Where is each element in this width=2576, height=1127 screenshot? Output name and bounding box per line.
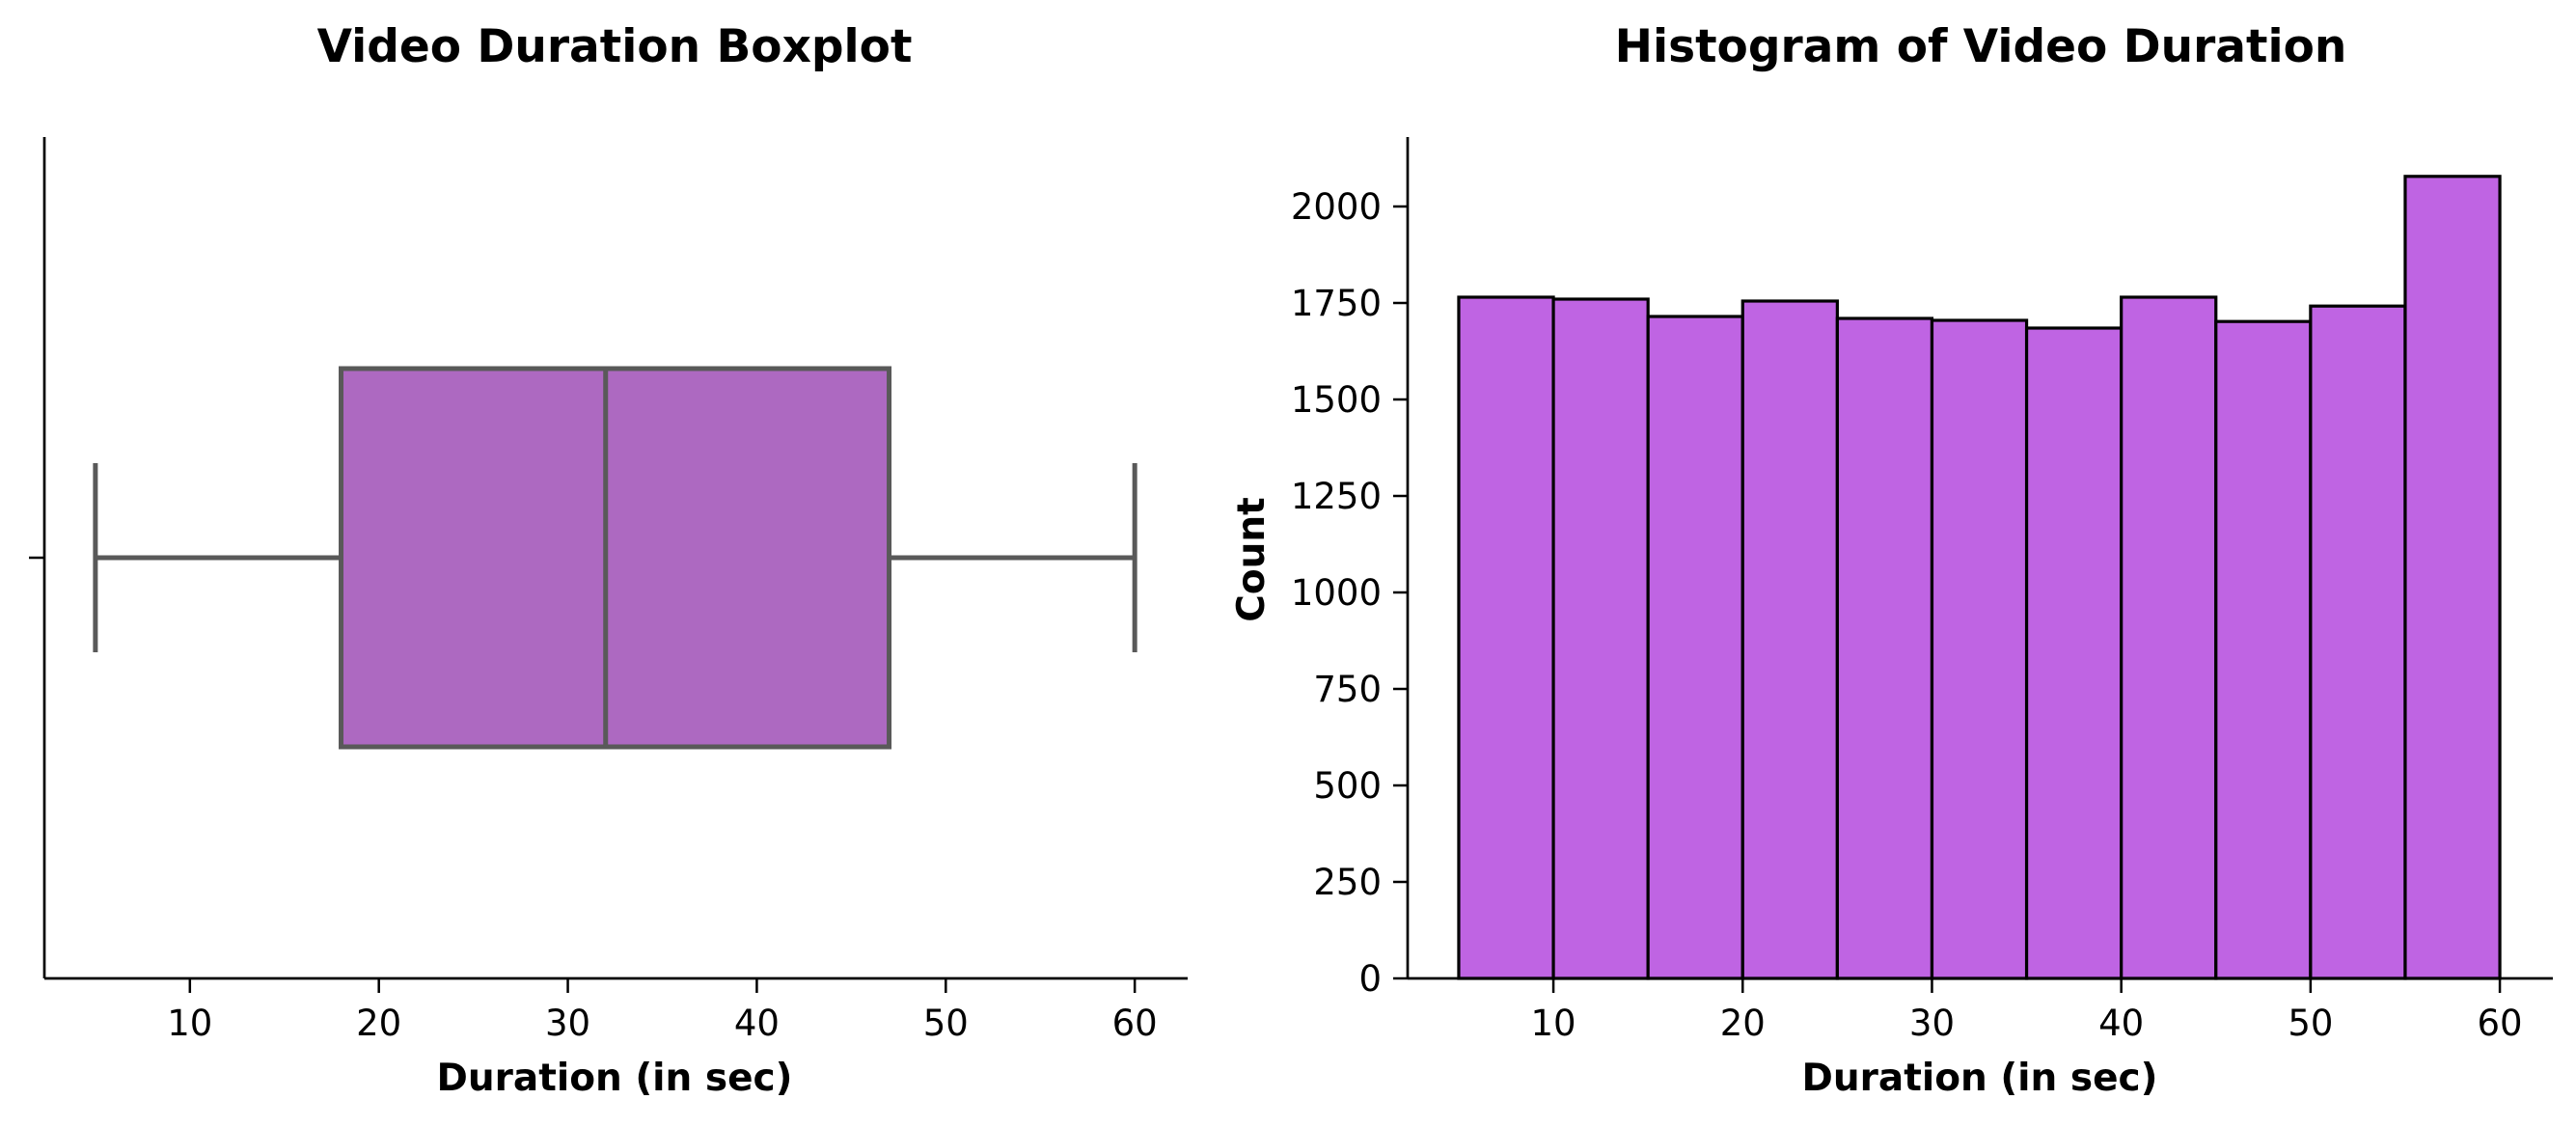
histogram-bar	[1457, 295, 1555, 980]
histogram-y-tick-label: 500	[1313, 765, 1382, 807]
histogram-bar	[1551, 297, 1650, 980]
boxplot-x-tick-label: 30	[545, 1003, 590, 1044]
histogram-y-tick-label: 250	[1313, 862, 1382, 903]
histogram-bar	[2024, 326, 2124, 980]
histogram-bar	[1930, 318, 2029, 980]
boxplot-title: Video Duration Boxplot	[317, 20, 913, 73]
histogram-panel: Histogram of Video Duration 10 20 30 40 50 60…	[1230, 20, 2553, 1100]
histogram-y-ticks: 0 250 500 750 1000 1250 1500 1750 2000	[1291, 186, 1408, 1000]
boxplot-x-axis-label: Duration (in sec)	[437, 1057, 793, 1100]
histogram-bar	[1740, 299, 1839, 980]
histogram-bar	[2309, 304, 2407, 980]
histogram-x-ticks: 10 20 30 40 50 60	[1531, 978, 2523, 1044]
histogram-x-tick-label: 10	[1531, 1003, 1576, 1044]
histogram-y-tick-label: 1250	[1291, 476, 1382, 517]
histogram-y-tick-label: 750	[1313, 669, 1382, 710]
histogram-y-tick-label: 0	[1358, 958, 1382, 1000]
histogram-bar	[1646, 315, 1744, 980]
interquartile-box	[339, 366, 892, 750]
boxplot-x-tick-label: 20	[356, 1003, 401, 1044]
histogram-x-tick-label: 50	[2288, 1003, 2333, 1044]
boxplot-x-tick-label: 40	[734, 1003, 780, 1044]
histogram-bars	[1457, 175, 2502, 980]
histogram-x-tick-label: 60	[2478, 1003, 2523, 1044]
histogram-y-tick-label: 1000	[1291, 572, 1382, 614]
histogram-y-tick-label: 1750	[1291, 283, 1382, 324]
histogram-bar	[2403, 175, 2502, 980]
histogram-bar	[2214, 319, 2313, 980]
boxplot-panel: Video Duration Boxplot 10 20 30 40 50 60 Dura…	[29, 20, 1188, 1100]
histogram-x-tick-label: 40	[2098, 1003, 2144, 1044]
histogram-x-axis-label: Duration (in sec)	[1802, 1057, 2158, 1100]
histogram-x-tick-label: 20	[1720, 1003, 1766, 1044]
boxplot-marks	[93, 366, 1137, 750]
histogram-title: Histogram of Video Duration	[1615, 20, 2347, 73]
histogram-x-tick-label: 30	[1909, 1003, 1955, 1044]
boxplot-x-tick-label: 10	[167, 1003, 212, 1044]
boxplot-x-tick-label: 50	[923, 1003, 969, 1044]
boxplot-x-ticks: 10 20 30 40 50 60	[167, 978, 1158, 1044]
histogram-y-tick-label: 1500	[1291, 379, 1382, 421]
histogram-bar	[1835, 316, 1934, 980]
histogram-bar	[2120, 295, 2218, 980]
boxplot-x-tick-label: 60	[1112, 1003, 1158, 1044]
histogram-y-tick-label: 2000	[1291, 186, 1382, 228]
histogram-y-axis-label: Count	[1230, 497, 1274, 622]
